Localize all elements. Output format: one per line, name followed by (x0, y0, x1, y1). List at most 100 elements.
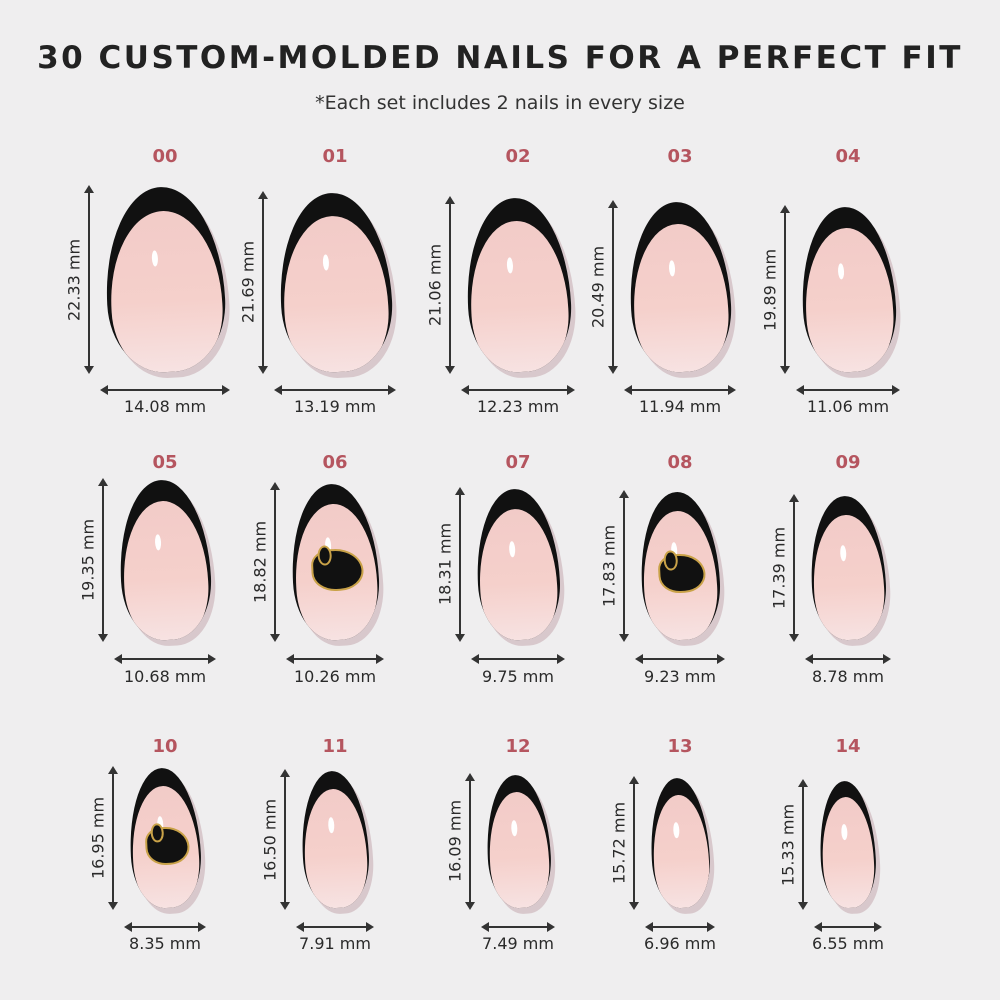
length-label: 16.95 mm (88, 796, 108, 879)
press-on-nail (625, 199, 735, 375)
length-arrow (269, 482, 280, 642)
length-label: 19.35 mm (78, 518, 98, 601)
nail-bed (629, 222, 732, 375)
width-label: 10.68 mm (123, 667, 207, 686)
press-on-nail (797, 205, 899, 375)
width-arrow (99, 385, 231, 395)
length-label: 21.06 mm (425, 243, 445, 326)
press-on-nail (116, 477, 214, 643)
press-on-nail (287, 482, 383, 643)
nail-bed (105, 208, 226, 375)
size-label: 13 (667, 736, 693, 757)
length-arrow (98, 477, 109, 643)
width-arrow (795, 385, 901, 395)
nail-bed (819, 796, 878, 910)
size-label: 07 (505, 452, 531, 473)
size-label: 08 (667, 452, 693, 473)
width-arrow (123, 922, 207, 932)
length-arrow (789, 494, 800, 642)
size-label: 09 (835, 452, 861, 473)
nail-bed (650, 793, 711, 910)
width-label: 11.94 mm (638, 397, 722, 416)
width-label: 12.23 mm (476, 397, 560, 416)
width-label: 14.08 mm (123, 397, 207, 416)
length-arrow (798, 779, 809, 910)
length-arrow (607, 200, 618, 374)
press-on-nail (126, 766, 204, 910)
press-on-nail (817, 779, 879, 910)
size-label: 05 (152, 452, 178, 473)
width-label: 6.55 mm (812, 934, 884, 953)
length-label: 15.72 mm (609, 801, 629, 884)
nail-bed (476, 506, 561, 643)
nail-shine (837, 263, 845, 280)
press-on-nail (462, 195, 574, 375)
size-label: 14 (835, 736, 861, 757)
length-arrow (279, 769, 290, 910)
width-arrow (460, 385, 576, 395)
size-label: 10 (152, 736, 178, 757)
length-arrow (779, 205, 790, 374)
width-label: 8.78 mm (812, 667, 884, 686)
length-label: 16.50 mm (260, 798, 280, 881)
length-label: 17.83 mm (599, 525, 619, 608)
size-label: 03 (667, 146, 693, 167)
width-label: 6.96 mm (644, 934, 716, 953)
page-title: 30 CUSTOM-MOLDED NAILS FOR A PERFECT FIT (37, 40, 963, 76)
nail-shine (506, 257, 514, 274)
nail-bed (801, 226, 897, 375)
nail-shine (839, 545, 847, 562)
length-label: 22.33 mm (64, 238, 84, 321)
length-label: 18.82 mm (250, 521, 270, 604)
nail-bed (301, 787, 370, 910)
nail-bed (485, 790, 552, 910)
width-label: 9.23 mm (644, 667, 716, 686)
size-label: 06 (322, 452, 348, 473)
length-arrow (107, 765, 118, 911)
length-arrow (619, 490, 630, 642)
press-on-nail (473, 486, 563, 643)
size-label: 04 (835, 146, 861, 167)
length-arrow (628, 775, 639, 911)
width-label: 10.26 mm (293, 667, 377, 686)
length-label: 16.09 mm (445, 800, 465, 883)
length-arrow (455, 486, 466, 643)
page-subtitle: *Each set includes 2 nails in every size (315, 92, 685, 114)
width-arrow (273, 385, 397, 395)
size-label: 11 (322, 736, 348, 757)
size-label: 12 (505, 736, 531, 757)
length-label: 21.69 mm (238, 241, 258, 324)
nail-shine (510, 820, 518, 837)
press-on-nail (483, 773, 553, 910)
length-label: 15.33 mm (778, 803, 798, 886)
press-on-nail (101, 184, 229, 375)
length-label: 19.89 mm (760, 248, 780, 331)
size-label: 01 (322, 146, 348, 167)
width-label: 11.06 mm (806, 397, 890, 416)
nail-bed (119, 498, 212, 643)
press-on-nail (298, 769, 372, 910)
size-label: 00 (152, 146, 178, 167)
width-label: 8.35 mm (129, 934, 201, 953)
length-label: 18.31 mm (435, 523, 455, 606)
length-arrow (257, 190, 268, 375)
size-label: 02 (505, 146, 531, 167)
length-arrow (444, 195, 455, 375)
nail-bed (466, 217, 571, 375)
length-label: 20.49 mm (588, 246, 608, 329)
width-arrow (285, 654, 385, 664)
nail-bed (279, 213, 392, 375)
width-arrow (814, 922, 882, 932)
length-arrow (464, 772, 475, 911)
width-arrow (480, 922, 556, 932)
length-label: 17.39 mm (769, 527, 789, 610)
width-label: 9.75 mm (482, 667, 554, 686)
width-arrow (295, 922, 375, 932)
press-on-nail (274, 189, 395, 375)
press-on-nail (637, 490, 723, 642)
width-label: 7.91 mm (299, 934, 371, 953)
length-arrow (83, 185, 94, 374)
press-on-nail (807, 494, 889, 642)
width-arrow (635, 654, 725, 664)
width-arrow (623, 385, 737, 395)
